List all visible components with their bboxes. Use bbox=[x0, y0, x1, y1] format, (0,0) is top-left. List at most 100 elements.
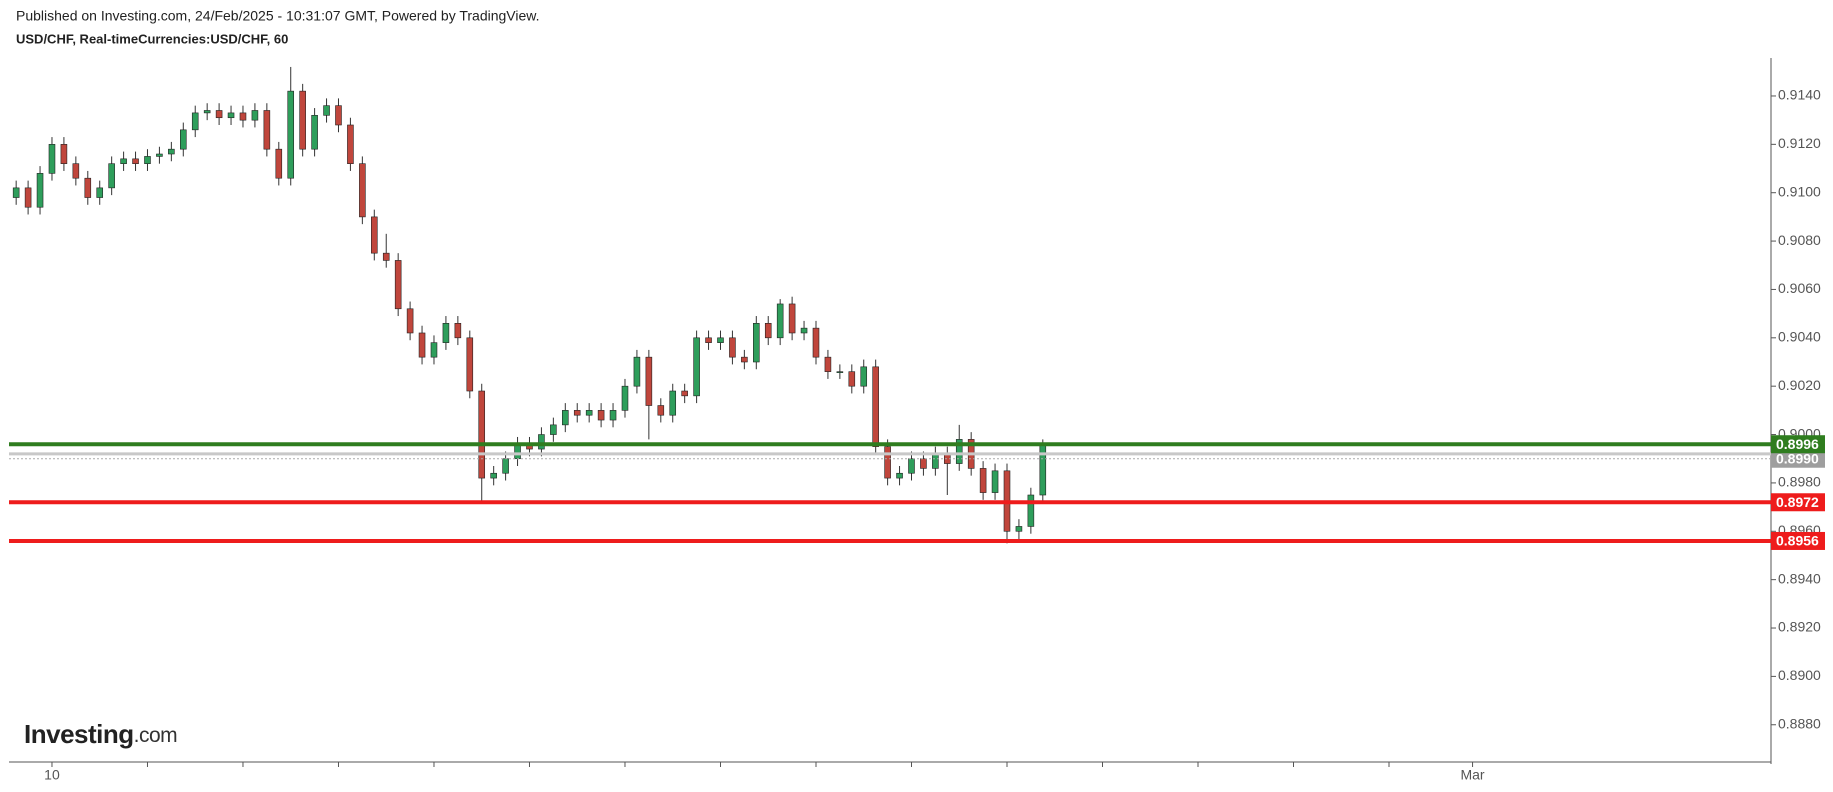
candle-body bbox=[299, 90, 306, 150]
candle-body bbox=[48, 144, 56, 174]
candle-body bbox=[275, 148, 283, 179]
candle-body bbox=[418, 332, 426, 358]
candle-body bbox=[84, 177, 92, 198]
candle-body bbox=[693, 337, 700, 397]
y-tick-label: 0.8940 bbox=[1778, 570, 1821, 586]
candle-body bbox=[1039, 443, 1047, 496]
chart-subtitle: USD/CHF, Real-timeCurrencies:USD/CHF, 60 bbox=[16, 31, 288, 46]
candle-body bbox=[203, 110, 211, 114]
candle-body bbox=[406, 308, 414, 334]
candle-body bbox=[955, 439, 963, 464]
price-level-tag bbox=[1771, 493, 1825, 512]
candle-body bbox=[156, 153, 163, 157]
candle-body bbox=[657, 405, 665, 416]
candle-body bbox=[215, 110, 223, 119]
price-level-label: 0.8972 bbox=[1776, 494, 1819, 510]
candle-body bbox=[263, 110, 271, 150]
y-tick-label: 0.9040 bbox=[1778, 329, 1821, 345]
candle-body bbox=[180, 129, 187, 150]
candle-body bbox=[812, 327, 820, 358]
candle-body bbox=[24, 187, 32, 208]
candle-body bbox=[514, 443, 521, 460]
candle-body bbox=[371, 216, 378, 254]
candle-body bbox=[239, 112, 247, 121]
candle-body bbox=[681, 390, 688, 397]
candle-body bbox=[394, 260, 402, 310]
candle-body bbox=[824, 356, 832, 372]
candle-body bbox=[382, 252, 390, 261]
price-level-label: 0.8996 bbox=[1776, 436, 1819, 452]
candle-body bbox=[621, 385, 629, 411]
candle-body bbox=[729, 337, 736, 358]
candle-body bbox=[60, 144, 68, 164]
y-tick-label: 0.9120 bbox=[1778, 135, 1821, 151]
candle-body bbox=[287, 90, 295, 179]
candle-body bbox=[753, 322, 760, 363]
candle-body bbox=[573, 410, 581, 416]
candle-body bbox=[991, 470, 999, 493]
candle-body bbox=[36, 173, 44, 208]
candle-body bbox=[932, 453, 939, 469]
y-tick-label: 0.8920 bbox=[1778, 619, 1821, 635]
candle-body bbox=[168, 148, 175, 155]
candle-body bbox=[776, 303, 784, 339]
candle-body bbox=[251, 110, 259, 121]
candle-body bbox=[800, 327, 808, 334]
candle-body bbox=[335, 105, 342, 126]
candle-body bbox=[311, 115, 318, 150]
price-level-tag bbox=[1771, 449, 1825, 468]
x-tick-label: 10 bbox=[44, 767, 60, 783]
candle-body bbox=[872, 366, 879, 447]
candle-body bbox=[896, 472, 903, 479]
candle-body bbox=[633, 356, 641, 387]
candle-body bbox=[609, 410, 617, 421]
candle-body bbox=[323, 105, 330, 116]
candle-body bbox=[788, 303, 796, 334]
y-tick-label: 0.8980 bbox=[1778, 474, 1821, 490]
candle-body bbox=[502, 458, 509, 474]
candle-body bbox=[72, 163, 80, 179]
y-tick-label: 0.8900 bbox=[1778, 667, 1821, 683]
candle-body bbox=[562, 410, 569, 426]
plot: 0.88800.89000.89200.89400.89600.89800.90… bbox=[9, 58, 1825, 783]
candle-body bbox=[884, 446, 891, 479]
y-tick-label: 0.9020 bbox=[1778, 377, 1821, 393]
candle-body bbox=[227, 112, 235, 119]
candle-body bbox=[108, 163, 115, 189]
candle-body bbox=[12, 187, 20, 198]
y-tick-label: 0.9100 bbox=[1778, 183, 1821, 199]
chart-title: Published on Investing.com, 24/Feb/2025 … bbox=[16, 8, 540, 24]
candle-body bbox=[645, 356, 653, 406]
logo: Investing.com bbox=[24, 719, 177, 749]
candle-body bbox=[1027, 494, 1035, 527]
candle-body bbox=[1015, 526, 1023, 532]
price-level-label: 0.8990 bbox=[1776, 450, 1819, 466]
candle-body bbox=[454, 322, 462, 339]
candle-body bbox=[705, 337, 712, 343]
candle-body bbox=[132, 158, 139, 164]
candle-body bbox=[550, 424, 557, 435]
y-tick-label: 0.9060 bbox=[1778, 280, 1821, 296]
candle-body bbox=[144, 156, 151, 164]
y-tick-label: 0.9140 bbox=[1778, 87, 1821, 103]
candle-body bbox=[920, 458, 927, 469]
price-level-tag bbox=[1771, 435, 1825, 454]
candle-body bbox=[359, 163, 366, 218]
y-tick-label: 0.8880 bbox=[1778, 715, 1821, 731]
candle-body bbox=[466, 337, 474, 392]
candle-body bbox=[908, 458, 915, 474]
price-level-tag bbox=[1771, 531, 1825, 550]
candle-body bbox=[741, 356, 748, 363]
candle-body bbox=[764, 322, 772, 339]
candle-body bbox=[191, 112, 199, 131]
candle-body bbox=[442, 322, 450, 343]
candle-body bbox=[347, 124, 354, 164]
candle-body bbox=[585, 410, 593, 416]
candle-body bbox=[96, 187, 104, 198]
candle-body bbox=[979, 468, 987, 493]
logo-domain: .com bbox=[134, 724, 178, 747]
candle-body bbox=[538, 434, 545, 450]
candle-body bbox=[478, 390, 486, 479]
